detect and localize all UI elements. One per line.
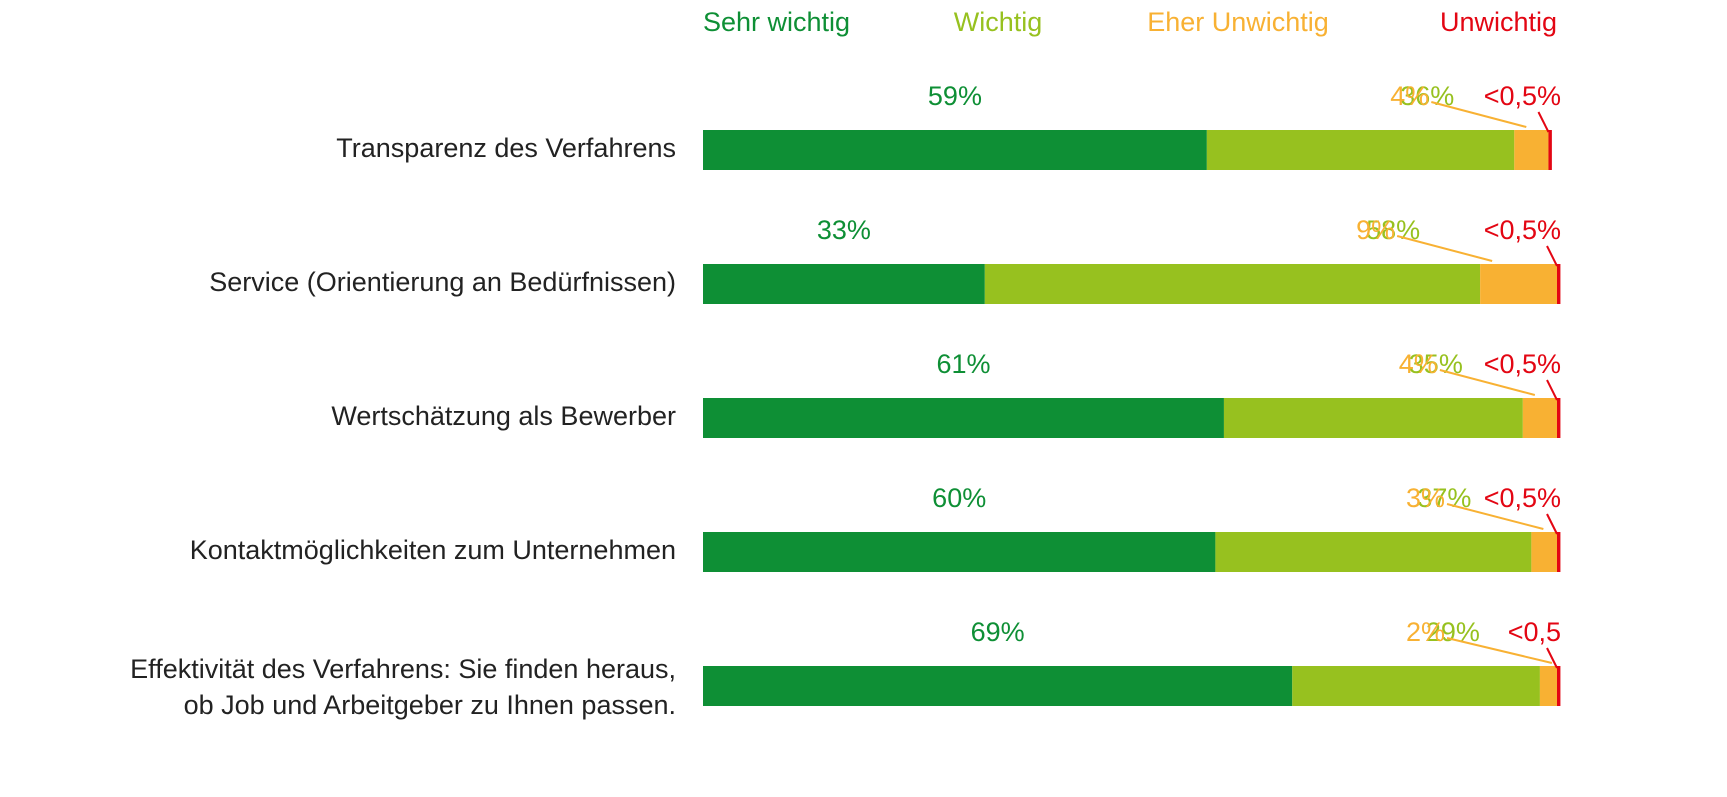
bar-segment bbox=[1557, 666, 1561, 706]
leader-line bbox=[1446, 637, 1553, 664]
bar-segment bbox=[703, 398, 1224, 438]
bar-segment bbox=[1539, 666, 1557, 706]
bar-segment bbox=[703, 532, 1216, 572]
bar-segment bbox=[703, 264, 985, 304]
data-label: 3% bbox=[1406, 483, 1445, 513]
data-label: 33% bbox=[817, 215, 871, 245]
bar-segment bbox=[1557, 264, 1561, 304]
data-label: 61% bbox=[936, 349, 990, 379]
leader-line bbox=[1446, 503, 1544, 530]
category-label: Transparenz des Verfahrens bbox=[336, 133, 676, 163]
leader-line bbox=[1537, 111, 1550, 133]
data-label: 60% bbox=[932, 483, 986, 513]
category-label: Wertschätzung als Bewerber bbox=[331, 401, 676, 431]
legend-entry: Wichtig bbox=[954, 7, 1043, 37]
data-label: <0,5 bbox=[1508, 617, 1561, 647]
bar-segment bbox=[1522, 398, 1557, 438]
leader-line bbox=[1546, 513, 1558, 535]
bar-segment bbox=[1215, 532, 1532, 572]
bar-segment bbox=[1557, 532, 1561, 572]
data-label: 4% bbox=[1390, 81, 1429, 111]
legend-entry: Sehr wichtig bbox=[703, 7, 850, 37]
category-label: Effektivität des Verfahrens: Sie finden … bbox=[130, 654, 676, 720]
bar-segment bbox=[1292, 666, 1540, 706]
data-label: 69% bbox=[971, 617, 1025, 647]
bar-segment bbox=[703, 130, 1207, 170]
legend-entry: Eher Unwichtig bbox=[1147, 7, 1329, 37]
leader-line bbox=[1396, 235, 1493, 262]
bar-segment bbox=[703, 666, 1293, 706]
bar-segment bbox=[1223, 398, 1523, 438]
data-label: 4% bbox=[1399, 349, 1438, 379]
data-label: 59% bbox=[928, 81, 982, 111]
bar-segment bbox=[1480, 264, 1557, 304]
bar-segment bbox=[1514, 130, 1549, 170]
leader-line bbox=[1431, 101, 1527, 128]
data-label: <0,5% bbox=[1484, 349, 1561, 379]
data-label: 2% bbox=[1406, 617, 1445, 647]
bar-segment bbox=[1531, 532, 1557, 572]
leader-line bbox=[1439, 369, 1536, 396]
bar-segment bbox=[1557, 398, 1561, 438]
bar-segment bbox=[1206, 130, 1515, 170]
leader-line bbox=[1546, 647, 1558, 669]
legend-entry: Unwichtig bbox=[1440, 7, 1557, 37]
data-label: <0,5% bbox=[1484, 483, 1561, 513]
leader-line bbox=[1546, 379, 1558, 401]
bar-segment bbox=[1548, 130, 1552, 170]
data-label: <0,5% bbox=[1484, 215, 1561, 245]
category-label: Kontaktmöglichkeiten zum Unternehmen bbox=[190, 535, 676, 565]
data-label: 29% bbox=[1426, 617, 1480, 647]
category-label: Service (Orientierung an Bedürfnissen) bbox=[209, 267, 676, 297]
data-label: 9% bbox=[1356, 215, 1395, 245]
leader-line bbox=[1546, 245, 1558, 267]
data-label: <0,5% bbox=[1484, 81, 1561, 111]
bar-segment bbox=[984, 264, 1481, 304]
